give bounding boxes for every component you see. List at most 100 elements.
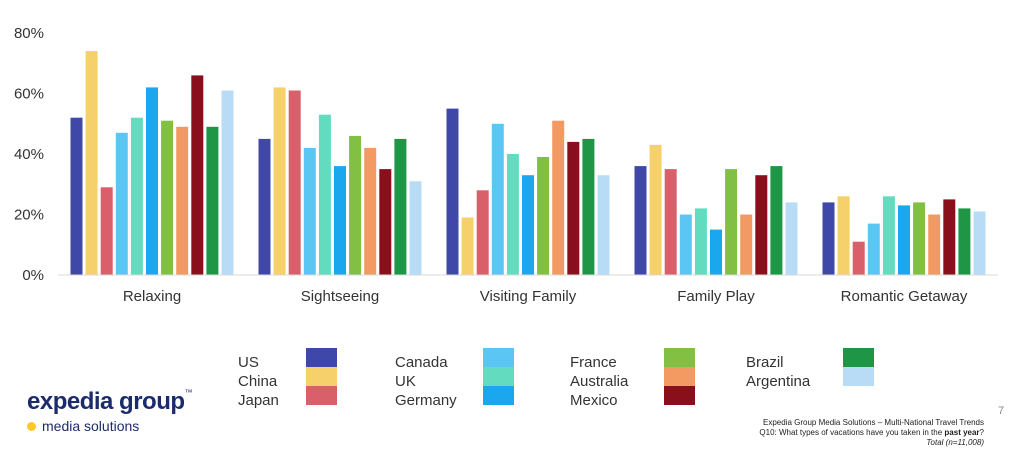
- bar-australia-romantic-getaway: [928, 214, 941, 275]
- footer-question-emphasis: past year: [944, 428, 980, 437]
- bar-argentina-relaxing: [221, 90, 234, 275]
- legend-label-argentina: Argentina: [746, 373, 811, 390]
- x-tick-label: Relaxing: [123, 288, 181, 305]
- x-axis: Relaxing Sightseeing Visiting Family Family…: [123, 288, 968, 305]
- bar-argentina-sightseeing: [409, 181, 422, 275]
- bar-uk-family-play: [694, 208, 707, 275]
- bar-japan-romantic-getaway: [852, 241, 865, 275]
- bar-mexico-family-play: [755, 175, 768, 275]
- bar-germany-family-play: [710, 229, 722, 275]
- legend-label-mexico: Mexico: [570, 392, 618, 409]
- bar-canada-relaxing: [115, 132, 128, 275]
- legend-swatch-argentina: [843, 367, 874, 386]
- bar-france-relaxing: [161, 120, 174, 275]
- bar-canada-sightseeing: [303, 147, 316, 275]
- x-tick-label: Romantic Getaway: [841, 288, 968, 305]
- bar-germany-romantic-getaway: [898, 205, 910, 275]
- bar-china-relaxing: [85, 51, 98, 275]
- bar-canada-romantic-getaway: [867, 223, 880, 275]
- legend-label-brazil: Brazil: [746, 354, 784, 371]
- bar-chart: 0% 20% 40% 60% 80% Relaxing Sightseeing Visiti…: [14, 25, 998, 305]
- bar-us-romantic-getaway: [822, 202, 835, 275]
- bar-mexico-relaxing: [191, 75, 204, 276]
- expedia-group-logo: expedia group™ media solutions: [27, 388, 193, 434]
- bar-china-sightseeing: [273, 87, 286, 276]
- legend-swatch-australia: [664, 367, 695, 386]
- bar-australia-visiting-family: [552, 120, 565, 275]
- footer-source: Expedia Group Media Solutions – Multi-Na…: [763, 418, 984, 427]
- footer-base: Total (n=11,008): [926, 438, 984, 447]
- legend-label-china: China: [238, 373, 278, 390]
- y-tick-label: 20%: [14, 207, 44, 224]
- legend-swatch-brazil: [843, 348, 874, 367]
- bar-canada-family-play: [679, 214, 692, 275]
- bar-uk-romantic-getaway: [882, 196, 895, 275]
- legend-swatch-france: [664, 348, 695, 367]
- bar-germany-sightseeing: [334, 166, 346, 275]
- bar-mexico-romantic-getaway: [943, 199, 956, 275]
- bar-germany-relaxing: [146, 87, 158, 276]
- bars: [70, 51, 986, 276]
- legend-label-us: US: [238, 354, 259, 371]
- logo-trademark: ™: [184, 388, 193, 397]
- bar-china-family-play: [649, 144, 662, 275]
- bar-france-family-play: [725, 169, 738, 275]
- logo-subtitle: media solutions: [27, 418, 139, 434]
- y-tick-label: 40%: [14, 146, 44, 163]
- bar-argentina-family-play: [785, 202, 798, 275]
- footer-question-end: ?: [979, 428, 984, 437]
- bar-brazil-relaxing: [206, 126, 219, 275]
- logo-subtitle-text: media solutions: [42, 418, 140, 434]
- bar-canada-visiting-family: [491, 123, 504, 276]
- bar-us-visiting-family: [446, 108, 459, 275]
- bar-mexico-sightseeing: [379, 169, 392, 275]
- legend-label-japan: Japan: [238, 392, 279, 409]
- x-tick-label: Family Play: [677, 288, 755, 305]
- legend-swatch-us: [306, 348, 337, 367]
- bar-uk-visiting-family: [506, 154, 519, 275]
- bar-australia-family-play: [740, 214, 753, 275]
- bar-mexico-visiting-family: [567, 141, 580, 275]
- bar-china-romantic-getaway: [837, 196, 850, 275]
- footer-question: Q10: What types of vacations have you ta…: [759, 428, 984, 438]
- bar-france-sightseeing: [349, 135, 362, 275]
- bar-argentina-romantic-getaway: [973, 211, 986, 275]
- bar-brazil-sightseeing: [394, 138, 407, 275]
- bar-france-romantic-getaway: [913, 202, 926, 275]
- y-tick-label: 60%: [14, 86, 44, 103]
- legend-label-france: France: [570, 354, 617, 371]
- bar-us-sightseeing: [258, 138, 271, 275]
- legend-swatch-japan: [306, 386, 337, 405]
- page-number: 7: [998, 405, 1005, 417]
- bar-us-family-play: [634, 166, 647, 275]
- bar-germany-visiting-family: [522, 175, 534, 275]
- legend-swatch-china: [306, 367, 337, 386]
- bar-china-visiting-family: [461, 217, 474, 275]
- bar-france-visiting-family: [537, 157, 550, 275]
- y-tick-label: 80%: [14, 25, 44, 42]
- bar-japan-visiting-family: [476, 190, 489, 275]
- bar-uk-relaxing: [130, 117, 143, 275]
- legend-swatch-uk: [483, 367, 514, 386]
- bar-us-relaxing: [70, 117, 83, 275]
- bar-brazil-romantic-getaway: [958, 208, 971, 275]
- y-tick-label: 0%: [22, 267, 44, 284]
- legend-swatch-canada: [483, 348, 514, 367]
- logo-wordmark: expedia group: [27, 388, 185, 415]
- bar-argentina-visiting-family: [597, 175, 610, 275]
- source-footer: Expedia Group Media Solutions – Multi-Na…: [759, 418, 984, 448]
- legend-label-germany: Germany: [395, 392, 457, 409]
- x-tick-label: Visiting Family: [480, 288, 577, 305]
- bar-uk-sightseeing: [318, 114, 331, 275]
- bar-japan-relaxing: [100, 187, 113, 275]
- y-axis: 0% 20% 40% 60% 80%: [14, 25, 44, 284]
- footer-question-text: Q10: What types of vacations have you ta…: [759, 428, 945, 437]
- legend-label-canada: Canada: [395, 354, 448, 371]
- bar-australia-relaxing: [176, 126, 189, 275]
- legend-label-australia: Australia: [570, 373, 629, 390]
- x-tick-label: Sightseeing: [301, 288, 379, 305]
- legend-swatch-germany: [483, 386, 514, 405]
- bar-brazil-family-play: [770, 166, 783, 275]
- bar-brazil-visiting-family: [582, 138, 595, 275]
- legend-swatch-mexico: [664, 386, 695, 405]
